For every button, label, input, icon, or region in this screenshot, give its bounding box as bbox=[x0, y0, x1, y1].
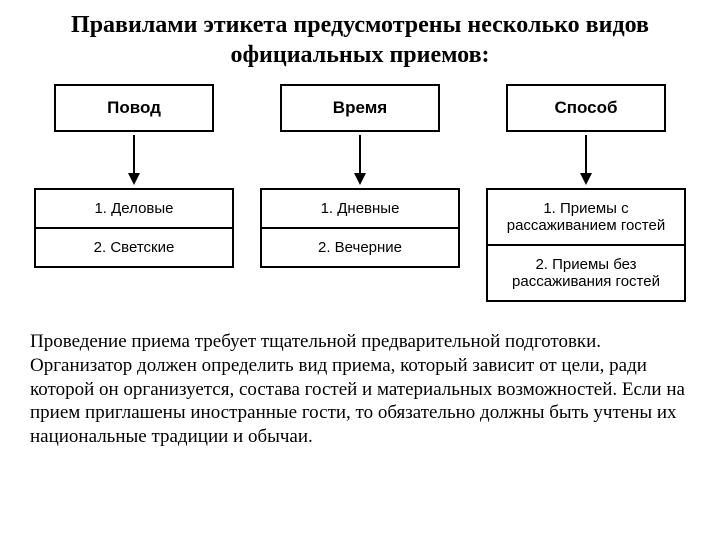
item-cell: 2. Вечерние bbox=[262, 227, 458, 266]
items-box: 1. Приемы с рассаживанием гостей 2. Прие… bbox=[486, 188, 686, 302]
diagram-column-1: Время 1. Дневные 2. Вечерние bbox=[256, 84, 464, 302]
diagram-column-0: Повод 1. Деловые 2. Светские bbox=[30, 84, 238, 302]
arrow-down-icon bbox=[124, 132, 144, 188]
diagram-container: Повод 1. Деловые 2. Светские Время 1. Дн… bbox=[30, 84, 690, 302]
page-title: Правилами этикета предусмотрены нескольк… bbox=[30, 10, 690, 70]
column-header: Повод bbox=[54, 84, 214, 132]
item-cell: 1. Деловые bbox=[36, 190, 232, 227]
item-cell: 1. Дневные bbox=[262, 190, 458, 227]
item-cell: 1. Приемы с рассаживанием гостей bbox=[488, 190, 684, 244]
items-box: 1. Дневные 2. Вечерние bbox=[260, 188, 460, 268]
items-box: 1. Деловые 2. Светские bbox=[34, 188, 234, 268]
arrow-down-icon bbox=[576, 132, 596, 188]
item-cell: 2. Светские bbox=[36, 227, 232, 266]
body-paragraph: Проведение приема требует тщательной пре… bbox=[30, 330, 690, 449]
arrow-down-icon bbox=[350, 132, 370, 188]
column-header: Время bbox=[280, 84, 440, 132]
diagram-column-2: Способ 1. Приемы с рассаживанием гостей … bbox=[482, 84, 690, 302]
column-header: Способ bbox=[506, 84, 666, 132]
item-cell: 2. Приемы без рассаживания гостей bbox=[488, 244, 684, 300]
